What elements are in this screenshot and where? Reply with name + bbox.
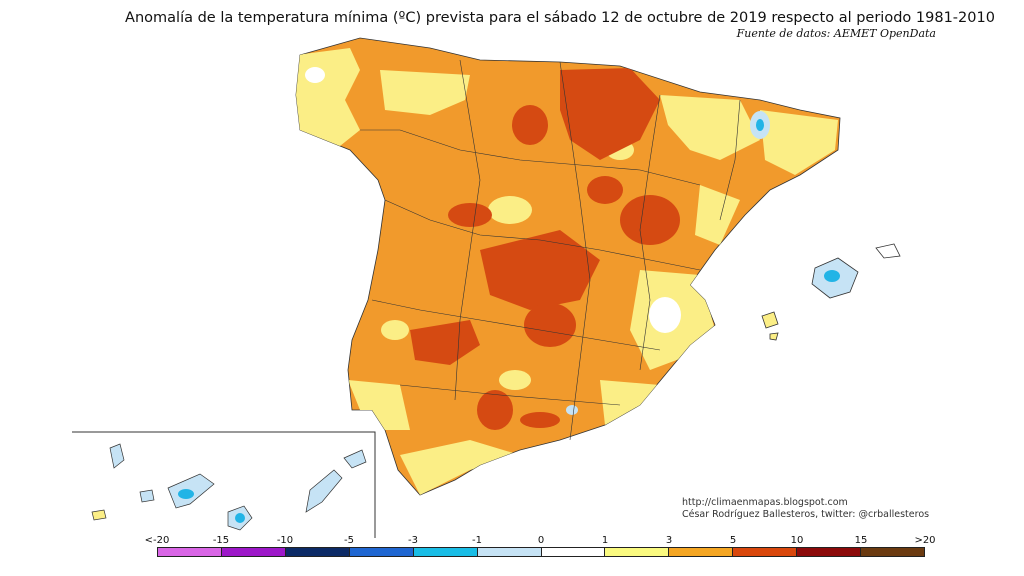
credits-author: César Rodríguez Ballesteros, twitter: @c… xyxy=(682,509,930,520)
tenerife-blue-area xyxy=(178,489,194,499)
legend-swatch xyxy=(349,548,414,556)
legend-label: -3 xyxy=(408,535,418,546)
legend-swatch xyxy=(413,548,478,556)
gran-canaria-blue-area xyxy=(235,513,245,523)
red-zone-leon xyxy=(448,203,492,227)
light-zone-galicia xyxy=(305,67,325,83)
legend-label: 3 xyxy=(665,535,673,546)
el-hierro xyxy=(91,509,107,521)
legend-swatch xyxy=(477,548,542,556)
yellow-zone-catalonia xyxy=(760,110,838,175)
red-zone-la-mancha xyxy=(524,303,576,347)
legend-label: 10 xyxy=(790,535,804,546)
legend-label: <-20 xyxy=(144,535,170,546)
legend-label: 1 xyxy=(601,535,609,546)
menorca xyxy=(875,243,901,259)
legend-swatch xyxy=(285,548,350,556)
red-zone-aragon xyxy=(620,195,680,245)
legend-labels: <-20 -15 -10 -5 -3 -1 0 1 3 5 10 15 >20 xyxy=(145,535,936,547)
fuerteventura xyxy=(305,469,343,513)
legend-swatch xyxy=(797,548,862,556)
legend-label: 15 xyxy=(854,535,868,546)
yellow-zone-east-coast xyxy=(695,185,740,245)
legend-swatch xyxy=(861,548,925,556)
legend-swatch xyxy=(733,548,798,556)
red-zone-sierra-morena xyxy=(477,390,513,430)
legend-label: -5 xyxy=(344,535,354,546)
formentera xyxy=(769,332,779,341)
legend-swatch xyxy=(541,548,606,556)
yellow-zone-mancha xyxy=(499,370,531,390)
legend-label: -1 xyxy=(472,535,482,546)
legend-swatch xyxy=(158,548,222,556)
legend-label: -15 xyxy=(212,535,230,546)
red-zone-rioja xyxy=(587,176,623,204)
legend-label: >20 xyxy=(914,535,936,546)
credits-url: http://climaenmapas.blogspot.com xyxy=(682,497,848,508)
yellow-zone-murcia xyxy=(600,380,660,425)
ibiza xyxy=(761,311,779,329)
yellow-zone-sw xyxy=(348,380,410,430)
legend-bar xyxy=(157,547,925,557)
red-zone-extremadura xyxy=(410,320,480,365)
yellow-zone-west xyxy=(381,320,409,340)
canary-inset-frame xyxy=(72,431,376,538)
legend-label: 5 xyxy=(729,535,737,546)
la-palma xyxy=(109,443,125,469)
regional-borders xyxy=(360,59,741,441)
yellow-zone-pyrenees xyxy=(660,95,760,160)
yellow-zone-cantabria xyxy=(380,70,470,115)
red-zone-north xyxy=(560,68,660,160)
red-zone-granada xyxy=(520,412,560,428)
yellow-zone-duero xyxy=(488,196,532,224)
data-source: Fuente de datos: AEMET OpenData xyxy=(736,27,936,40)
red-zone-center xyxy=(480,230,600,310)
blue-zone-pyrenees xyxy=(756,119,764,131)
legend-label: -10 xyxy=(276,535,294,546)
mallorca-blue-area xyxy=(824,270,840,282)
map-title: Anomalía de la temperatura mínima (ºC) p… xyxy=(125,10,995,26)
legend-label: 0 xyxy=(537,535,545,546)
legend-swatch xyxy=(605,548,670,556)
yellow-zone-south xyxy=(400,440,520,495)
legend-swatch xyxy=(669,548,734,556)
light-zone-sierra-nevada xyxy=(566,405,578,415)
lanzarote xyxy=(343,449,367,469)
legend-swatch xyxy=(221,548,286,556)
light-zone-valencia xyxy=(649,297,681,333)
la-gomera xyxy=(139,489,155,503)
credits-block: http://climaenmapas.blogspot.com César R… xyxy=(682,497,929,521)
red-zone-burgos xyxy=(512,105,548,145)
